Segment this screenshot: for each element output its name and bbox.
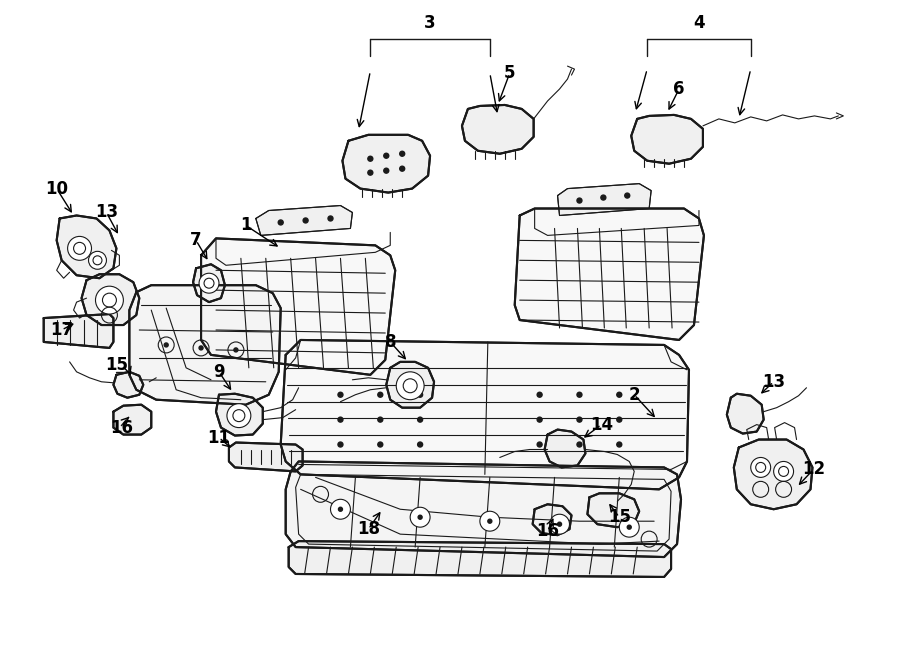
Polygon shape: [201, 238, 395, 375]
Polygon shape: [343, 135, 430, 193]
Circle shape: [625, 193, 630, 198]
Circle shape: [577, 417, 582, 422]
Circle shape: [480, 511, 500, 531]
Circle shape: [550, 514, 570, 534]
Circle shape: [68, 236, 92, 260]
Circle shape: [577, 442, 582, 447]
Polygon shape: [515, 209, 704, 340]
Circle shape: [378, 442, 382, 447]
Polygon shape: [216, 394, 263, 436]
Circle shape: [278, 220, 284, 225]
Circle shape: [338, 417, 343, 422]
Circle shape: [418, 393, 423, 397]
Polygon shape: [727, 394, 764, 434]
Polygon shape: [533, 504, 572, 535]
Text: 1: 1: [240, 216, 252, 234]
Circle shape: [328, 216, 333, 221]
Text: 10: 10: [45, 179, 68, 197]
Polygon shape: [631, 115, 703, 164]
Circle shape: [400, 166, 405, 171]
Circle shape: [537, 417, 542, 422]
Text: 16: 16: [110, 418, 133, 437]
Text: 7: 7: [190, 232, 202, 250]
Text: 13: 13: [94, 203, 118, 222]
Circle shape: [383, 153, 389, 158]
Polygon shape: [57, 216, 116, 278]
Circle shape: [199, 346, 203, 350]
Polygon shape: [113, 404, 151, 434]
Text: 3: 3: [424, 15, 436, 32]
Circle shape: [396, 372, 424, 400]
Polygon shape: [82, 274, 140, 325]
Text: 15: 15: [105, 356, 128, 374]
Polygon shape: [113, 372, 143, 398]
Polygon shape: [130, 285, 281, 404]
Polygon shape: [281, 340, 689, 489]
Polygon shape: [229, 442, 302, 471]
Circle shape: [368, 156, 373, 162]
Circle shape: [557, 522, 562, 526]
Circle shape: [418, 442, 423, 447]
Circle shape: [88, 252, 106, 269]
Circle shape: [378, 417, 382, 422]
Polygon shape: [289, 541, 671, 577]
Circle shape: [601, 195, 606, 200]
Text: 6: 6: [673, 80, 685, 98]
Circle shape: [616, 417, 622, 422]
Circle shape: [537, 442, 542, 447]
Circle shape: [227, 404, 251, 428]
Circle shape: [488, 519, 491, 523]
Text: 15: 15: [608, 508, 631, 526]
Text: 2: 2: [628, 386, 640, 404]
Text: 4: 4: [693, 15, 705, 32]
Circle shape: [338, 442, 343, 447]
Circle shape: [627, 525, 631, 529]
Circle shape: [95, 286, 123, 314]
Circle shape: [616, 442, 622, 447]
Polygon shape: [285, 461, 681, 557]
Polygon shape: [588, 493, 639, 527]
Text: 18: 18: [356, 520, 380, 538]
Circle shape: [330, 499, 350, 519]
Circle shape: [410, 507, 430, 527]
Polygon shape: [386, 362, 434, 408]
Text: 13: 13: [762, 373, 785, 391]
Text: 12: 12: [802, 460, 825, 479]
Circle shape: [537, 393, 542, 397]
Text: 8: 8: [384, 333, 396, 351]
Text: 16: 16: [536, 522, 559, 540]
Polygon shape: [557, 183, 652, 216]
Circle shape: [616, 393, 622, 397]
Circle shape: [234, 348, 238, 352]
Text: 11: 11: [208, 428, 230, 447]
Circle shape: [577, 393, 582, 397]
Circle shape: [751, 457, 770, 477]
Text: 5: 5: [504, 64, 516, 82]
Circle shape: [303, 218, 308, 223]
Circle shape: [383, 168, 389, 173]
Circle shape: [199, 273, 219, 293]
Circle shape: [774, 461, 794, 481]
Circle shape: [418, 515, 422, 519]
Text: 17: 17: [50, 321, 73, 339]
Circle shape: [400, 151, 405, 156]
Circle shape: [418, 417, 423, 422]
Circle shape: [368, 170, 373, 175]
Text: 9: 9: [213, 363, 225, 381]
Circle shape: [378, 393, 382, 397]
Circle shape: [619, 517, 639, 537]
Polygon shape: [462, 105, 534, 154]
Polygon shape: [544, 430, 585, 467]
Polygon shape: [194, 264, 225, 302]
Circle shape: [338, 507, 343, 511]
Circle shape: [164, 343, 168, 347]
Circle shape: [338, 393, 343, 397]
Polygon shape: [256, 205, 353, 236]
Circle shape: [577, 198, 582, 203]
Polygon shape: [734, 440, 813, 509]
Text: 14: 14: [590, 416, 613, 434]
Polygon shape: [44, 314, 113, 348]
